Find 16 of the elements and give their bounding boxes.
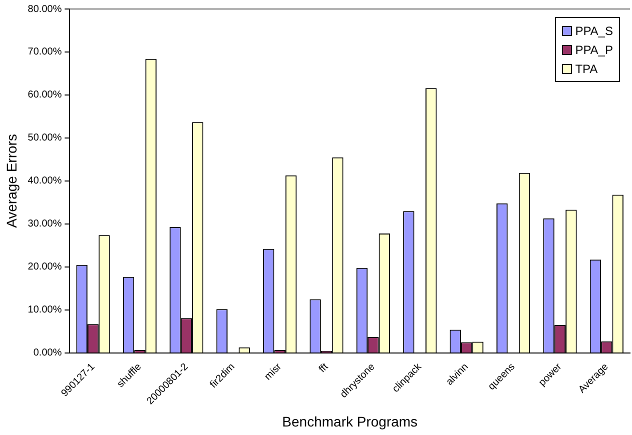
- y-tick-label: 40.00%: [28, 176, 62, 187]
- y-tick-label: 70.00%: [28, 46, 62, 58]
- y-tick-label: 50.00%: [28, 132, 62, 144]
- legend-label: PPA_S: [575, 24, 613, 38]
- y-tick-label: 80.00%: [28, 4, 62, 15]
- legend-label: TPA: [575, 62, 598, 76]
- x-tick-label: fft: [317, 361, 331, 376]
- y-axis-title: Average Errors: [3, 134, 20, 228]
- legend-label: PPA_P: [575, 42, 613, 56]
- x-tick-label: misr: [262, 361, 284, 383]
- y-tick-label: 60.00%: [28, 90, 62, 101]
- y-tick-label: 0.00%: [33, 348, 62, 359]
- y-tick-label: 20.00%: [28, 262, 62, 273]
- y-tick-label: 30.00%: [28, 218, 62, 230]
- x-axis-title: Benchmark Programs: [282, 413, 418, 430]
- y-tick-label: 10.00%: [28, 304, 62, 316]
